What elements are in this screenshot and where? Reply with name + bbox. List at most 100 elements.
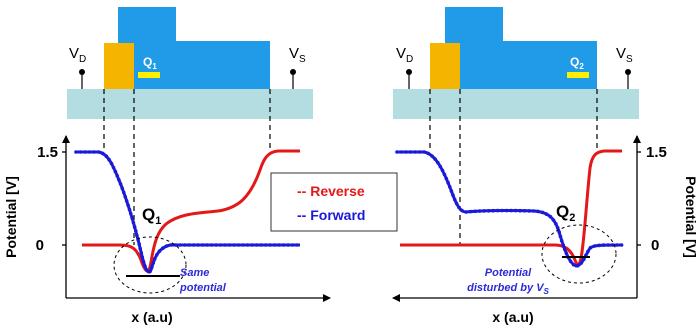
right-forward-point bbox=[610, 243, 615, 247]
right-charge-bar bbox=[567, 72, 589, 78]
right-forward-point bbox=[430, 154, 434, 158]
legend-forward: -- Forward bbox=[297, 207, 365, 223]
right-forward-point bbox=[522, 209, 527, 213]
right-forward-point bbox=[555, 226, 560, 230]
right-forward-point bbox=[619, 243, 624, 247]
left-forward-point bbox=[164, 244, 169, 248]
left-forward-point bbox=[144, 268, 149, 272]
right-forward-point bbox=[586, 249, 590, 254]
left-tick-zero: 0 bbox=[36, 237, 44, 254]
right-forward-point bbox=[399, 150, 404, 154]
left-forward-point bbox=[227, 243, 232, 247]
right-plot: 1.5 0 Potential [V] x (a.u) Q2 Potential… bbox=[392, 135, 699, 325]
left-q-label: Q1 bbox=[142, 205, 161, 227]
right-forward-point bbox=[436, 160, 440, 165]
left-forward-point bbox=[272, 243, 277, 247]
right-reverse-curve bbox=[400, 149, 622, 267]
left-forward-point bbox=[191, 243, 196, 247]
left-valley-circle bbox=[113, 236, 187, 294]
right-forward-point bbox=[571, 262, 576, 267]
left-forward-point bbox=[83, 150, 87, 154]
right-tick-high: 1.5 bbox=[646, 144, 667, 161]
left-forward-point bbox=[236, 243, 241, 247]
left-forward-point bbox=[169, 243, 173, 247]
right-x-axis-label: x (a.u) bbox=[492, 309, 533, 325]
right-forward-point bbox=[440, 168, 445, 173]
left-forward-curve bbox=[76, 150, 300, 274]
left-forward-point bbox=[132, 225, 137, 229]
left-forward-point bbox=[214, 243, 218, 247]
right-forward-point bbox=[557, 230, 561, 234]
left-forward-point bbox=[134, 229, 138, 233]
right-forward-point bbox=[597, 243, 601, 248]
left-forward-point bbox=[209, 243, 214, 247]
right-valley-circle bbox=[541, 224, 617, 284]
right-forward-point bbox=[486, 209, 491, 213]
left-forward-point bbox=[111, 165, 116, 170]
right-charge-label: Q2 bbox=[570, 55, 584, 71]
legend-reverse: -- Reverse bbox=[297, 183, 365, 199]
left-forward-point bbox=[131, 220, 136, 225]
right-forward-point bbox=[417, 150, 422, 154]
left-forward-point bbox=[126, 203, 130, 207]
left-forward-point bbox=[157, 249, 162, 253]
left-forward-point bbox=[232, 243, 236, 247]
right-forward-point bbox=[531, 209, 536, 213]
right-forward-point bbox=[460, 208, 464, 213]
right-forward-point bbox=[575, 263, 580, 268]
right-forward-point bbox=[588, 245, 593, 250]
right-forward-point bbox=[500, 208, 504, 213]
left-forward-point bbox=[161, 246, 165, 250]
left-forward-point bbox=[205, 243, 209, 247]
left-forward-point bbox=[130, 216, 134, 220]
right-forward-point bbox=[615, 243, 619, 247]
right-forward-point bbox=[438, 164, 443, 169]
right-gate-extension bbox=[445, 41, 597, 89]
right-forward-point bbox=[540, 210, 545, 215]
right-drain-terminal bbox=[406, 69, 412, 75]
left-forward-point bbox=[286, 243, 290, 247]
right-drain-label: VD bbox=[396, 45, 413, 65]
left-forward-point bbox=[113, 169, 118, 174]
left-annotation-line2: potential bbox=[179, 282, 227, 294]
left-forward-point bbox=[153, 257, 157, 261]
left-forward-point bbox=[196, 243, 200, 247]
left-plot: 1.5 0 Potential [V] x (a.u) Q1 Same pote… bbox=[3, 135, 331, 325]
left-forward-point bbox=[200, 243, 205, 247]
right-source-terminal bbox=[625, 69, 631, 75]
left-forward-point bbox=[115, 173, 119, 178]
left-drain-label: VD bbox=[69, 45, 86, 65]
right-forward-point bbox=[491, 208, 495, 213]
left-source-label: VS bbox=[289, 45, 306, 65]
left-forward-point bbox=[150, 265, 154, 270]
left-forward-point bbox=[107, 157, 111, 162]
left-tick-high: 1.5 bbox=[37, 144, 58, 161]
right-forward-point bbox=[558, 234, 563, 239]
left-forward-markers bbox=[74, 150, 299, 274]
right-forward-point bbox=[495, 208, 500, 213]
left-x-axis-label: x (a.u) bbox=[131, 309, 172, 325]
right-forward-point bbox=[442, 172, 447, 177]
left-forward-point bbox=[187, 243, 191, 247]
right-forward-point bbox=[452, 197, 457, 202]
left-charge-label: Q1 bbox=[143, 55, 157, 71]
left-forward-point bbox=[87, 150, 92, 154]
left-forward-point bbox=[182, 243, 187, 247]
right-forward-point bbox=[464, 210, 469, 214]
left-forward-point bbox=[254, 243, 259, 247]
right-forward-point bbox=[562, 247, 567, 251]
right-forward-point bbox=[473, 209, 478, 214]
right-forward-markers bbox=[395, 150, 624, 268]
right-forward-point bbox=[448, 185, 452, 189]
left-y-axis-label: Potential [V] bbox=[3, 176, 19, 258]
left-forward-point bbox=[155, 253, 159, 257]
right-source-label: VS bbox=[616, 45, 633, 65]
left-forward-point bbox=[92, 150, 96, 154]
left-forward-point bbox=[117, 178, 121, 182]
right-substrate bbox=[393, 89, 639, 119]
left-forward-point bbox=[135, 233, 139, 238]
left-forward-point bbox=[241, 243, 245, 247]
left-forward-point bbox=[124, 199, 129, 203]
